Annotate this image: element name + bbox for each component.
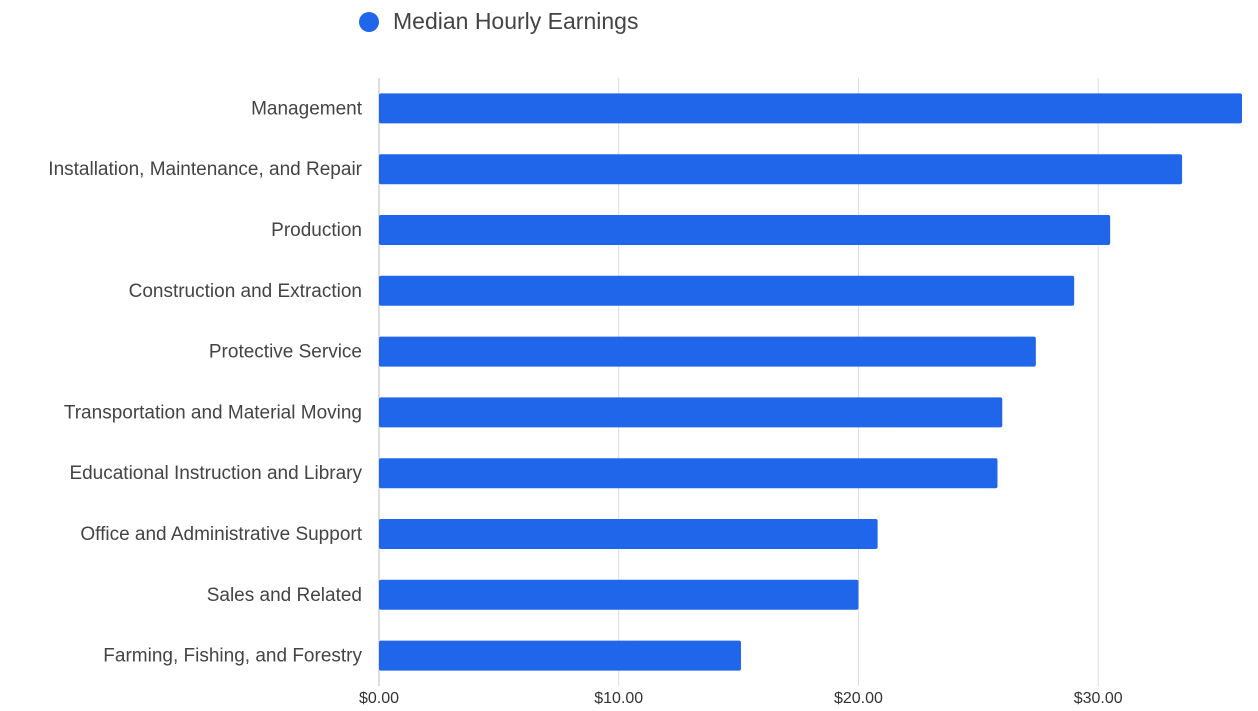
x-tick-label: $20.00 xyxy=(834,690,883,707)
bar xyxy=(379,215,1111,245)
bar xyxy=(379,458,998,489)
bar xyxy=(379,640,741,671)
x-tick-label: $10.00 xyxy=(594,690,643,707)
legend-marker xyxy=(359,12,379,32)
bar xyxy=(379,579,859,610)
bar xyxy=(379,154,1183,185)
y-tick-label: Farming, Fishing, and Forestry xyxy=(103,646,362,667)
bar xyxy=(379,275,1075,306)
y-tick-label: Sales and Related xyxy=(207,585,362,606)
legend-label: Median Hourly Earnings xyxy=(393,8,638,34)
y-tick-label: Educational Instruction and Library xyxy=(69,463,362,484)
y-tick-label: Office and Administrative Support xyxy=(80,524,362,545)
bar xyxy=(379,397,1003,428)
x-tick-label: $30.00 xyxy=(1074,690,1123,707)
bar xyxy=(379,336,1036,367)
bar xyxy=(379,93,1242,124)
y-tick-label: Production xyxy=(271,220,362,241)
bar xyxy=(379,519,878,549)
y-tick-label: Protective Service xyxy=(209,342,362,363)
y-tick-label: Transportation and Material Moving xyxy=(64,402,362,423)
x-tick-label: $0.00 xyxy=(359,690,399,707)
y-tick-label: Construction and Extraction xyxy=(129,281,362,302)
y-tick-label: Installation, Maintenance, and Repair xyxy=(48,159,362,180)
y-tick-label: Management xyxy=(251,98,363,119)
